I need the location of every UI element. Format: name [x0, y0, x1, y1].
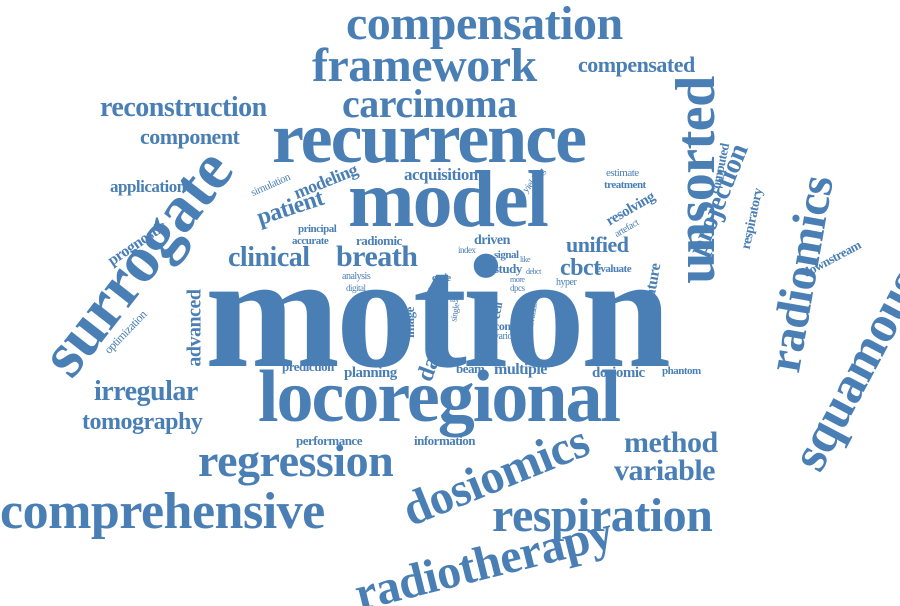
word-variable: variable: [614, 454, 716, 487]
word-irregular: irregular: [94, 376, 198, 407]
word-cbct: cbct: [560, 255, 601, 281]
word-unified: unified: [566, 232, 629, 257]
word-regression: regression: [198, 435, 394, 486]
word-comprehensive: comprehensive: [0, 483, 325, 540]
word-driven: driven: [474, 233, 510, 248]
word-image: image: [401, 307, 417, 338]
word-method: method: [624, 426, 718, 459]
word-locoregional: locoregional: [258, 356, 621, 438]
word-carcinoma: carcinoma: [342, 81, 517, 126]
word-study: study: [494, 261, 522, 276]
word-like: like: [520, 255, 531, 264]
word-tomography: tomography: [82, 409, 203, 435]
word-planning: planning: [344, 365, 397, 381]
word-compensation: compensation: [346, 0, 623, 50]
word-radiomics: radiomics: [757, 171, 844, 377]
word-time: time: [428, 285, 441, 294]
word-cell: cell: [487, 300, 506, 321]
word-information: information: [414, 433, 475, 448]
word-digital: digital: [346, 283, 366, 293]
word-hyper: hyper: [556, 277, 577, 288]
word-component: component: [140, 124, 240, 149]
word-beam: beam: [456, 361, 485, 376]
word-more: more: [510, 275, 525, 284]
word-evaluate: evaluate: [596, 263, 632, 275]
word-application: application: [110, 177, 186, 196]
word-analysis: analysis: [342, 271, 371, 282]
word-reconstruction: reconstruction: [100, 92, 267, 123]
word-accurate: accurate: [292, 235, 329, 247]
word-compensated: compensated: [578, 52, 695, 77]
word-radiomic: radiomic: [356, 233, 402, 248]
word-acquisition: acquisition: [404, 165, 478, 184]
word-cone: cone: [494, 319, 516, 333]
word-principal: principal: [298, 223, 337, 235]
word-debct: debct: [526, 267, 541, 276]
word-respiration: respiration: [492, 489, 713, 542]
word-radiotherapy: radiotherapy: [349, 505, 618, 606]
word-motion: motion: [205, 223, 671, 402]
word-cycle: cycle: [432, 273, 451, 284]
word-signal: signal: [494, 249, 519, 261]
word-model: model: [348, 156, 549, 244]
word-treatment: treatment: [604, 179, 646, 191]
word-multiple: multiple: [494, 361, 547, 378]
word-prediction: prediction: [282, 359, 334, 374]
word-dpcs: dpcs: [510, 283, 525, 293]
word-framework: framework: [312, 39, 537, 92]
word-performance: performance: [296, 433, 362, 448]
word-advanced: advanced: [183, 289, 206, 367]
word-dosiomic: dosiomic: [592, 365, 645, 381]
word-ray: ray: [450, 295, 459, 304]
word-estimate: estimate: [606, 167, 639, 179]
word-breath: breath: [336, 240, 418, 273]
word-various: various: [494, 331, 520, 342]
word-respiratory: respiratory: [738, 187, 767, 251]
word-clinical: clinical: [228, 242, 310, 273]
word-phantom: phantom: [662, 365, 701, 377]
word-index: index: [458, 245, 476, 255]
word-recurrence: recurrence: [272, 98, 587, 178]
